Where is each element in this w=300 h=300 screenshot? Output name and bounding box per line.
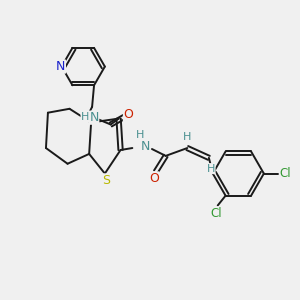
Text: H: H (81, 112, 89, 122)
Text: H: H (136, 130, 144, 140)
Text: N: N (89, 111, 99, 124)
Text: S: S (102, 174, 110, 187)
Text: H: H (207, 164, 215, 174)
Text: N: N (140, 140, 150, 153)
Text: O: O (124, 108, 133, 121)
Text: Cl: Cl (210, 207, 222, 220)
Text: O: O (149, 172, 159, 185)
Text: Cl: Cl (280, 167, 291, 180)
Text: N: N (56, 60, 65, 73)
Text: H: H (183, 132, 191, 142)
